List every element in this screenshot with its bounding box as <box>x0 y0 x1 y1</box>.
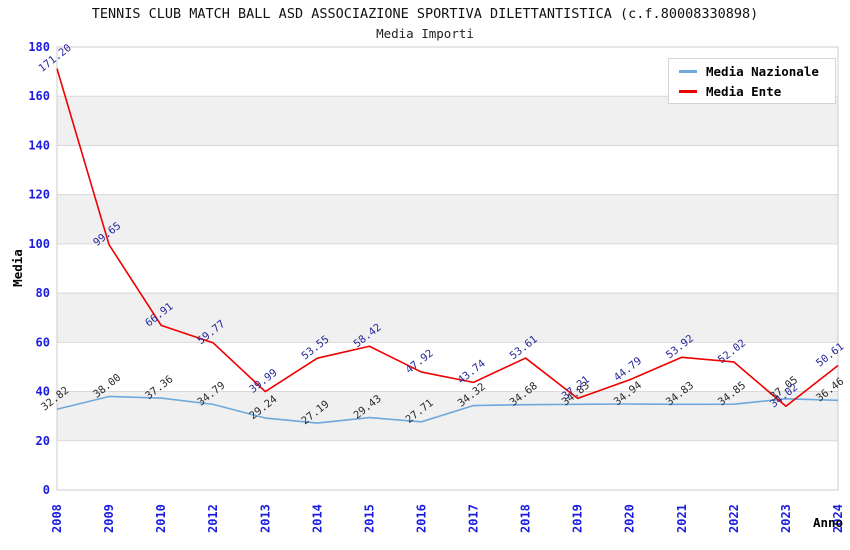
chart-legend: Media Nazionale Media Ente <box>668 58 836 104</box>
legend-line-swatch-ente-icon <box>679 89 697 93</box>
data-label-media-ente: 50.61 <box>814 341 846 370</box>
y-tick-label: 140 <box>28 138 50 152</box>
x-tick-label: 2009 <box>102 504 116 533</box>
x-axis-title: Anno <box>813 515 843 530</box>
plot-border <box>56 46 839 491</box>
grid-band <box>57 391 838 441</box>
grid-band <box>57 293 838 343</box>
y-tick-label: 0 <box>43 483 50 497</box>
legend-label-media-nazionale: Media Nazionale <box>706 63 819 79</box>
legend-label-media-ente: Media Ente <box>706 83 782 99</box>
y-tick-label: 120 <box>28 188 50 202</box>
grid-band <box>57 96 838 146</box>
legend-item-media-nazionale: Media Nazionale <box>679 64 835 79</box>
x-tick-label: 2019 <box>571 504 585 533</box>
x-tick-label: 2018 <box>519 504 533 533</box>
chart-title: TENNIS CLUB MATCH BALL ASD ASSOCIAZIONE … <box>91 6 759 22</box>
y-axis-title: Media <box>10 249 25 287</box>
y-tick-label: 180 <box>28 40 50 54</box>
grid-band <box>57 194 838 244</box>
y-tick-label: 60 <box>36 335 50 349</box>
legend-line-swatch-nazionale-icon <box>679 69 697 73</box>
x-tick-label: 2014 <box>310 504 324 533</box>
y-tick-label: 80 <box>36 286 50 300</box>
x-tick-label: 2015 <box>362 504 376 533</box>
data-label-media-ente: 44.79 <box>612 355 644 384</box>
x-tick-label: 2012 <box>206 504 220 533</box>
x-tick-label: 2023 <box>779 504 793 533</box>
x-tick-label: 2020 <box>623 504 637 533</box>
y-tick-label: 20 <box>36 434 50 448</box>
x-tick-label: 2017 <box>467 504 481 533</box>
x-tick-label: 2024 <box>831 504 845 533</box>
x-tick-label: 2021 <box>675 504 689 533</box>
x-tick-label: 2010 <box>154 504 168 533</box>
series-line-media-nazionale <box>56 395 839 424</box>
y-tick-label: 100 <box>28 237 50 251</box>
y-tick-label: 40 <box>36 385 50 399</box>
chart-subtitle: Media Importi <box>376 26 474 41</box>
x-tick-label: 2016 <box>414 504 428 533</box>
y-tick-label: 160 <box>28 89 50 103</box>
x-tick-label: 2013 <box>258 504 272 533</box>
legend-item-media-ente: Media Ente <box>679 84 835 99</box>
series-line-media-ente <box>56 68 839 408</box>
x-tick-label: 2008 <box>50 504 64 533</box>
x-tick-label: 2022 <box>727 504 741 533</box>
